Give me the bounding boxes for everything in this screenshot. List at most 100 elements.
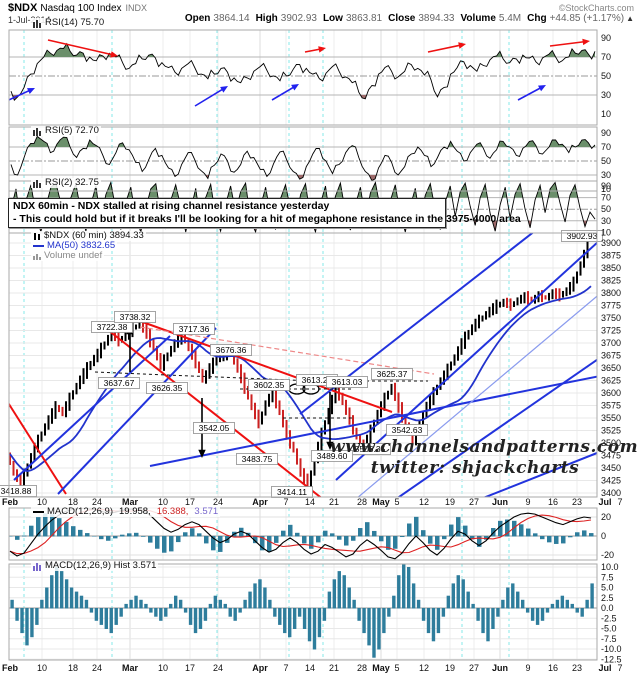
date-label: 7: [617, 663, 622, 673]
hist-bar: [25, 608, 29, 646]
hist-bar: [511, 583, 515, 609]
hist-bar: [307, 608, 312, 642]
hist-bar: [99, 608, 104, 625]
axis-label: 3525: [601, 426, 621, 436]
hist-bar: [79, 595, 84, 609]
quote-value: 3863.81: [345, 13, 383, 24]
hist-bar: [134, 595, 138, 609]
macd-hist-bar: [120, 534, 125, 537]
date-label: 10: [37, 497, 47, 507]
overbought-fill: [497, 141, 510, 147]
overbought-fill: [105, 182, 114, 198]
macd-hist-bar: [547, 536, 552, 543]
macd-hist-bar: [337, 536, 342, 540]
macd-hist-bar: [386, 536, 391, 550]
hist-bar: [35, 608, 39, 625]
panel-bg-rsi5: [9, 127, 597, 191]
indicator-icon: [33, 19, 42, 28]
date-label: Jul: [598, 663, 611, 673]
trendline: [13, 335, 171, 481]
overbought-fill: [568, 48, 591, 57]
macd-hist-bar: [211, 536, 216, 551]
overbought-fill: [548, 182, 559, 198]
hist-bar: [288, 608, 292, 638]
hist-bar: [466, 591, 470, 609]
macd-hist-bar: [505, 519, 510, 537]
hist-bar: [302, 608, 307, 629]
watermark-site: www.channelsandpatterns.com: [330, 437, 639, 457]
macd-hist-bar: [36, 517, 41, 537]
macd-legend: MACD(12,26,9) 19.958, 16.388, 3.571: [31, 507, 221, 517]
macd-hist-bar: [78, 529, 83, 537]
axis-label: 3850: [601, 263, 621, 273]
hist-bar: [451, 583, 455, 609]
hist-bar: [585, 599, 589, 609]
hist-bar: [372, 608, 376, 658]
trendline: [9, 402, 67, 495]
macd-hist-bar: [498, 520, 503, 537]
rsi5-label-text: RSI(5) 72.70: [45, 125, 99, 136]
hist-bar: [327, 591, 332, 609]
trendline: [149, 375, 597, 467]
arrow-head: [582, 38, 590, 46]
macd-hist-bar: [589, 533, 594, 537]
hist-bar: [129, 599, 133, 609]
axis-label: 70: [601, 193, 611, 203]
quote-label: Volume: [460, 13, 496, 24]
price-label-box: [236, 453, 278, 465]
hist-bar: [461, 579, 465, 609]
trendline: [136, 319, 393, 413]
quote-label: Low: [322, 13, 343, 24]
overbought-fill: [448, 141, 454, 147]
axis-label: 3400: [601, 488, 621, 498]
date-label: Mar: [122, 497, 139, 507]
date-label: 24: [92, 497, 102, 507]
date-label: Jun: [492, 497, 508, 507]
overbought-fill: [493, 51, 503, 57]
date-label: 18: [68, 663, 78, 673]
overbought-fill: [147, 54, 155, 57]
macd-hist-bar: [64, 521, 69, 537]
macd-hist-bar: [393, 536, 398, 549]
rsi14-line: [10, 42, 596, 102]
index-name: Nasdaq 100 Index: [40, 3, 122, 14]
hist-bar: [530, 608, 535, 621]
chart-date: 1-Jul-2014: [8, 15, 51, 25]
price-label-box: [114, 311, 156, 323]
axis-label: 3875: [601, 251, 621, 261]
arrow-head: [198, 449, 206, 458]
hist-bar: [30, 608, 34, 638]
overbought-fill: [446, 186, 453, 198]
date-label: 19: [445, 663, 455, 673]
main-legend-symbol-text: $NDX (60 min) 3894.33: [44, 230, 144, 241]
axis-label: 3450: [601, 463, 621, 473]
axis-label: 90: [601, 181, 611, 191]
hist-bar: [471, 603, 475, 609]
macd-hist-bar: [407, 523, 412, 537]
date-label: 17: [185, 497, 195, 507]
hist-bar: [283, 608, 287, 634]
overbought-fill: [549, 139, 565, 147]
hist-bar: [347, 587, 351, 609]
macd-hist-bar: [267, 536, 272, 552]
price-label: 3902.93: [567, 231, 598, 241]
macd-hist-bar: [71, 526, 76, 537]
hist-bar: [198, 608, 203, 629]
hist-bar: [109, 608, 113, 634]
macd-hist-bar: [414, 516, 419, 537]
rsi2-label-text: RSI(2) 32.75: [45, 177, 99, 188]
panel-border-macd: [8, 507, 598, 561]
price-label-box: [561, 230, 603, 242]
price-label-box: [146, 382, 188, 394]
indicator-icon: [33, 179, 42, 188]
price-label: 3506.35: [355, 444, 386, 454]
arrow-shaft: [271, 85, 296, 101]
quote-label: Open: [184, 13, 211, 24]
price-label: 3613.03: [332, 377, 363, 387]
quote-value: +44.85 (+1.17%): [549, 13, 625, 24]
macd-hist-bar: [470, 536, 475, 540]
price-label-box: [248, 379, 290, 391]
symbol: $NDX: [8, 2, 38, 14]
axis-label: 3700: [601, 338, 621, 348]
